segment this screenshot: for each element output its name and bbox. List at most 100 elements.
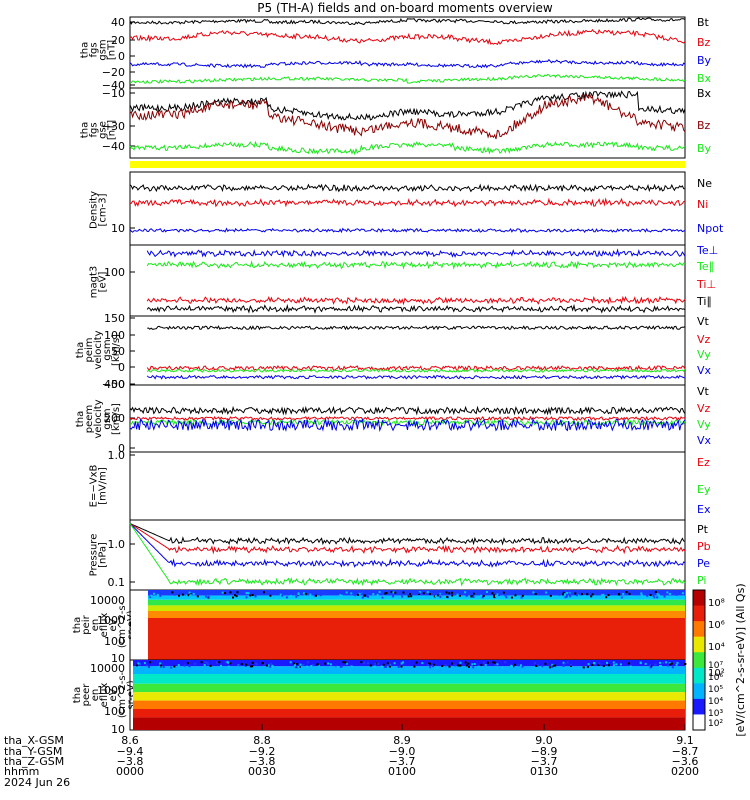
heatmap-speckle: [668, 662, 671, 665]
heatmap-speckle: [554, 664, 557, 667]
heatmap-speckle: [215, 661, 218, 664]
heatmap-speckle: [384, 592, 387, 595]
ytick-label: 1.0: [108, 538, 126, 551]
heatmap-speckle: [350, 665, 353, 668]
ytick-label: 1000: [97, 684, 125, 697]
heatmap-speckle: [493, 595, 495, 598]
colorbar-tick: 10⁶: [708, 620, 725, 631]
heatmap-speckle: [629, 665, 632, 668]
ytick-label: 100: [104, 329, 125, 342]
heatmap-speckle: [159, 665, 162, 668]
heatmap-speckle: [173, 665, 176, 668]
heatmap-speckle: [310, 593, 313, 596]
heatmap-speckle: [562, 591, 565, 594]
heatmap-speckle: [365, 595, 368, 598]
heatmap-speckle: [451, 591, 454, 594]
heatmap-speckle: [400, 665, 403, 668]
heatmap-speckle: [668, 592, 671, 595]
trace-peim_velocity-Vz: [146, 364, 686, 372]
xaxis-value: 0030: [248, 765, 276, 778]
heatmap-speckle: [505, 596, 508, 599]
heatmap-speckle: [279, 595, 282, 598]
heatmap-speckle: [593, 662, 596, 665]
heatmap-speckle: [269, 662, 272, 665]
heatmap-speckle: [315, 594, 317, 597]
heatmap-speckle: [224, 661, 227, 664]
heatmap-speckle: [218, 661, 221, 664]
heatmap-speckle: [487, 661, 489, 664]
xaxis-value: 0200: [671, 765, 699, 778]
heatmap-speckle: [628, 592, 631, 595]
heatmap-speckle: [601, 594, 604, 597]
trace-temperature-Te⊥: [146, 248, 686, 258]
legend-Vx: Vx: [697, 364, 712, 377]
xaxis-value: −9.0: [389, 745, 416, 758]
heatmap-speckle: [183, 664, 186, 667]
heatmap-speckle: [359, 591, 362, 594]
heatmap-speckle: [293, 662, 296, 665]
heatmap-speckle: [591, 593, 594, 596]
ylabel-line: tha: [80, 122, 91, 138]
heatmap-speckle: [203, 664, 206, 667]
colorbar-segment: [693, 683, 705, 700]
heatmap-speckle: [245, 596, 248, 599]
heatmap-speckle: [575, 594, 578, 597]
heatmap-speckle: [534, 593, 537, 596]
heatmap-speckle: [271, 664, 274, 667]
heatmap-speckle: [551, 665, 554, 668]
heatmap-speckle: [289, 594, 292, 597]
heatmap-speckle: [669, 663, 672, 666]
colorbar-tick: 10²: [708, 719, 723, 729]
legend-Vz: Vz: [697, 333, 711, 346]
ylabel-line: (cm^2-s-: [117, 671, 128, 718]
heatmap-speckle: [473, 663, 476, 666]
ylabel-line: [nT]: [107, 40, 118, 60]
heatmap-speckle: [234, 594, 236, 597]
heatmap-speckle: [285, 596, 288, 599]
heatmap-speckle: [439, 595, 442, 598]
ytick-label: 100: [104, 705, 125, 718]
heatmap-speckle: [586, 666, 589, 669]
heatmap-speckle: [345, 591, 348, 594]
legend-Pi: Pi: [697, 574, 706, 587]
xaxis-value: −3.7: [389, 755, 416, 768]
heatmap-speckle: [204, 661, 207, 664]
heatmap-speckle: [520, 596, 523, 599]
heatmap-speckle: [472, 595, 475, 598]
heatmap-speckle: [468, 665, 470, 668]
heatmap-speckle: [297, 593, 300, 596]
xaxis-date: 2024 Jun 26: [4, 776, 70, 789]
ylabel-line: eV: [108, 618, 119, 631]
heatmap-speckle: [597, 663, 600, 666]
heatmap-speckle: [143, 662, 146, 665]
trace-density-Ni: [129, 197, 686, 208]
legend-Pt: Pt: [697, 523, 709, 536]
colorbar-segment: [693, 636, 705, 653]
heatmap-speckle: [435, 666, 438, 669]
heatmap-speckle: [566, 592, 569, 595]
heatmap-speckle: [574, 592, 577, 595]
ylabel-line: tha: [80, 42, 91, 58]
heatmap-speckle: [470, 595, 473, 598]
heatmap-speckle: [361, 596, 364, 599]
data-quality-bar: [130, 161, 685, 168]
heatmap-speckle: [448, 665, 451, 668]
ylabel-line: tha: [72, 617, 83, 633]
heatmap-speckle: [472, 592, 475, 595]
heatmap-speckle: [271, 665, 274, 668]
heatmap-speckle: [254, 595, 257, 598]
heatmap-speckle: [365, 593, 368, 596]
heatmap-speckle: [660, 665, 662, 668]
heatmap-speckle: [312, 664, 315, 667]
ytick-label: 10: [111, 222, 125, 235]
heatmap-band: [133, 709, 685, 718]
heatmap-speckle: [390, 591, 393, 594]
legend-Ti⊥: Ti⊥: [696, 278, 716, 291]
heatmap-speckle: [377, 662, 380, 665]
heatmap-speckle: [342, 661, 345, 664]
heatmap-speckle: [255, 593, 258, 596]
heatmap-speckle: [569, 663, 572, 666]
heatmap-speckle: [587, 663, 590, 666]
ylabel-line: tha: [75, 342, 86, 358]
